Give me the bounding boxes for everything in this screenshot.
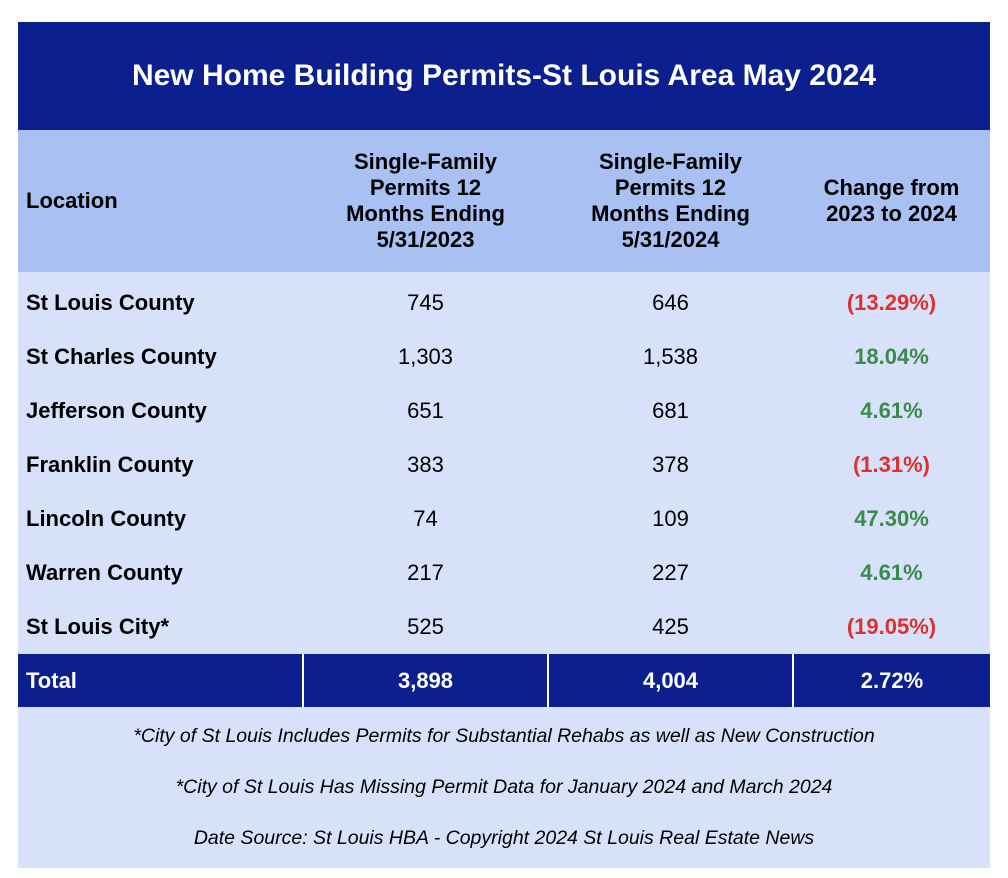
footnote: Date Source: St Louis HBA - Copyright 20… bbox=[193, 827, 815, 849]
column-header-text: Location bbox=[26, 188, 118, 213]
total-cell: 2.72% bbox=[792, 654, 990, 707]
location-cell: Franklin County bbox=[18, 438, 303, 492]
footnote: *City of St Louis Has Missing Permit Dat… bbox=[175, 776, 833, 798]
value-cell: 745 bbox=[303, 272, 548, 330]
value-cell: 4.61% bbox=[793, 546, 990, 600]
total-row: Total 3,898 4,004 2.72% bbox=[18, 654, 990, 707]
value-cell: 646 bbox=[548, 272, 793, 330]
value-cell: (13.29%) bbox=[793, 272, 990, 330]
table-row: St Louis County 745 646 (13.29%) bbox=[18, 272, 990, 330]
value-cell: 1,538 bbox=[548, 330, 793, 384]
value-cell: 109 bbox=[548, 492, 793, 546]
column-header: Single-Family Permits 12 Months Ending 5… bbox=[303, 130, 548, 272]
title: New Home Building Permits-St Louis Area … bbox=[18, 22, 990, 130]
column-header-text: Single-Family Permits 12 Months Ending 5… bbox=[591, 149, 750, 252]
table-row: St Charles County 1,303 1,538 18.04% bbox=[18, 330, 990, 384]
value-cell: 681 bbox=[548, 384, 793, 438]
location-cell: St Louis City* bbox=[18, 600, 303, 654]
location-cell: Warren County bbox=[18, 546, 303, 600]
location-cell: Lincoln County bbox=[18, 492, 303, 546]
value-cell: 383 bbox=[303, 438, 548, 492]
value-cell: 378 bbox=[548, 438, 793, 492]
column-header-text: Single-Family Permits 12 Months Ending 5… bbox=[346, 149, 505, 252]
column-header: Single-Family Permits 12 Months Ending 5… bbox=[548, 130, 793, 272]
table-row: Franklin County 383 378 (1.31%) bbox=[18, 438, 990, 492]
value-cell: 47.30% bbox=[793, 492, 990, 546]
table-row: Jefferson County 651 681 4.61% bbox=[18, 384, 990, 438]
total-cell: 4,004 bbox=[547, 654, 793, 707]
notes: *City of St Louis Includes Permits for S… bbox=[18, 707, 990, 868]
permits-table-card: New Home Building Permits-St Louis Area … bbox=[18, 22, 990, 868]
table-row: Lincoln County 74 109 47.30% bbox=[18, 492, 990, 546]
table-body: St Louis County 745 646 (13.29%) St Charles … bbox=[18, 272, 990, 654]
table-row: Warren County 217 227 4.61% bbox=[18, 546, 990, 600]
value-cell: 217 bbox=[303, 546, 548, 600]
table-row: St Louis City* 525 425 (19.05%) bbox=[18, 600, 990, 654]
value-cell: 18.04% bbox=[793, 330, 990, 384]
value-cell: 4.61% bbox=[793, 384, 990, 438]
column-header: Change from 2023 to 2024 bbox=[793, 130, 990, 272]
value-cell: (19.05%) bbox=[793, 600, 990, 654]
location-cell: Jefferson County bbox=[18, 384, 303, 438]
location-cell: St Louis County bbox=[18, 272, 303, 330]
column-header-text: Change from 2023 to 2024 bbox=[823, 175, 960, 226]
total-cell: 3,898 bbox=[302, 654, 548, 707]
value-cell: 425 bbox=[548, 600, 793, 654]
column-header: Location bbox=[18, 130, 303, 272]
header-row: Location Single-Family Permits 12 Months … bbox=[18, 130, 990, 272]
value-cell: 227 bbox=[548, 546, 793, 600]
value-cell: 651 bbox=[303, 384, 548, 438]
footnote: *City of St Louis Includes Permits for S… bbox=[133, 725, 875, 747]
value-cell: 525 bbox=[303, 600, 548, 654]
permits-table: Location Single-Family Permits 12 Months … bbox=[18, 130, 990, 707]
total-label: Total bbox=[18, 654, 303, 707]
value-cell: 1,303 bbox=[303, 330, 548, 384]
value-cell: (1.31%) bbox=[793, 438, 990, 492]
location-cell: St Charles County bbox=[18, 330, 303, 384]
value-cell: 74 bbox=[303, 492, 548, 546]
